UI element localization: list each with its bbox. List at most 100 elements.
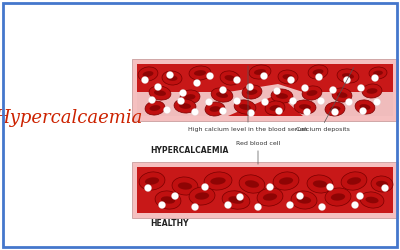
Ellipse shape (326, 184, 334, 190)
Text: HEALTHY: HEALTHY (150, 219, 188, 228)
Ellipse shape (189, 66, 211, 80)
Ellipse shape (330, 86, 336, 94)
Ellipse shape (296, 192, 304, 200)
Ellipse shape (308, 65, 328, 79)
Ellipse shape (210, 177, 226, 185)
Ellipse shape (358, 84, 364, 91)
Ellipse shape (222, 191, 250, 209)
Ellipse shape (172, 177, 198, 195)
Ellipse shape (220, 71, 240, 85)
Ellipse shape (220, 86, 226, 94)
Ellipse shape (286, 202, 294, 208)
Ellipse shape (360, 104, 370, 110)
Ellipse shape (145, 177, 159, 185)
Polygon shape (132, 162, 398, 218)
Ellipse shape (228, 196, 244, 204)
Ellipse shape (154, 90, 166, 96)
Ellipse shape (274, 88, 280, 94)
Ellipse shape (149, 86, 171, 100)
Ellipse shape (382, 184, 388, 192)
Ellipse shape (294, 100, 316, 114)
Ellipse shape (331, 193, 345, 201)
Ellipse shape (366, 88, 378, 94)
Ellipse shape (205, 102, 225, 116)
Ellipse shape (239, 175, 265, 193)
Text: Red blood cell: Red blood cell (236, 141, 280, 146)
Ellipse shape (318, 204, 326, 210)
Ellipse shape (239, 104, 251, 110)
Ellipse shape (192, 108, 198, 116)
Ellipse shape (236, 194, 244, 200)
Ellipse shape (352, 202, 358, 208)
Ellipse shape (206, 72, 214, 80)
Ellipse shape (376, 181, 388, 187)
Ellipse shape (306, 90, 318, 96)
Ellipse shape (246, 84, 254, 90)
Ellipse shape (302, 84, 308, 91)
Ellipse shape (192, 204, 198, 210)
Ellipse shape (360, 192, 384, 208)
Ellipse shape (299, 104, 311, 110)
Ellipse shape (270, 105, 280, 111)
Ellipse shape (276, 93, 288, 99)
Ellipse shape (362, 84, 382, 98)
Ellipse shape (276, 108, 282, 114)
Ellipse shape (271, 89, 293, 103)
Ellipse shape (248, 110, 254, 116)
Ellipse shape (195, 192, 209, 200)
Ellipse shape (355, 100, 375, 114)
Ellipse shape (202, 184, 208, 190)
Ellipse shape (204, 172, 232, 190)
Ellipse shape (330, 106, 340, 112)
Ellipse shape (172, 192, 178, 200)
Ellipse shape (254, 69, 266, 75)
Ellipse shape (184, 94, 196, 100)
Ellipse shape (347, 177, 361, 185)
Ellipse shape (325, 102, 345, 116)
Ellipse shape (161, 196, 175, 204)
Ellipse shape (372, 74, 378, 82)
Ellipse shape (316, 74, 322, 80)
Ellipse shape (246, 89, 258, 95)
Ellipse shape (242, 85, 262, 99)
Ellipse shape (164, 106, 170, 114)
Ellipse shape (224, 75, 236, 81)
Ellipse shape (356, 192, 364, 200)
Ellipse shape (266, 184, 274, 190)
Ellipse shape (332, 108, 338, 116)
Ellipse shape (374, 98, 380, 105)
Ellipse shape (369, 67, 387, 79)
Ellipse shape (302, 86, 322, 100)
Text: Calcium deposits: Calcium deposits (296, 127, 350, 132)
Ellipse shape (263, 193, 277, 201)
Ellipse shape (234, 100, 256, 114)
Ellipse shape (260, 72, 268, 80)
Ellipse shape (166, 72, 174, 78)
Ellipse shape (162, 71, 182, 85)
Ellipse shape (312, 69, 324, 75)
Ellipse shape (245, 180, 259, 188)
Polygon shape (137, 167, 393, 213)
Ellipse shape (211, 88, 233, 102)
Ellipse shape (180, 90, 186, 96)
Ellipse shape (234, 98, 240, 104)
Text: Hypercalcaemia: Hypercalcaemia (0, 109, 142, 127)
Ellipse shape (148, 96, 156, 103)
Polygon shape (132, 59, 398, 121)
Ellipse shape (138, 67, 158, 81)
Ellipse shape (234, 76, 240, 84)
Ellipse shape (254, 204, 262, 210)
Ellipse shape (297, 196, 311, 204)
Ellipse shape (174, 99, 196, 113)
Ellipse shape (265, 101, 285, 115)
Ellipse shape (154, 84, 162, 90)
Ellipse shape (313, 180, 327, 188)
Ellipse shape (142, 76, 148, 84)
Ellipse shape (139, 172, 165, 190)
Ellipse shape (304, 108, 310, 116)
Ellipse shape (206, 98, 212, 105)
Ellipse shape (337, 69, 359, 83)
Ellipse shape (336, 92, 348, 98)
Ellipse shape (262, 98, 268, 105)
Ellipse shape (257, 188, 283, 206)
